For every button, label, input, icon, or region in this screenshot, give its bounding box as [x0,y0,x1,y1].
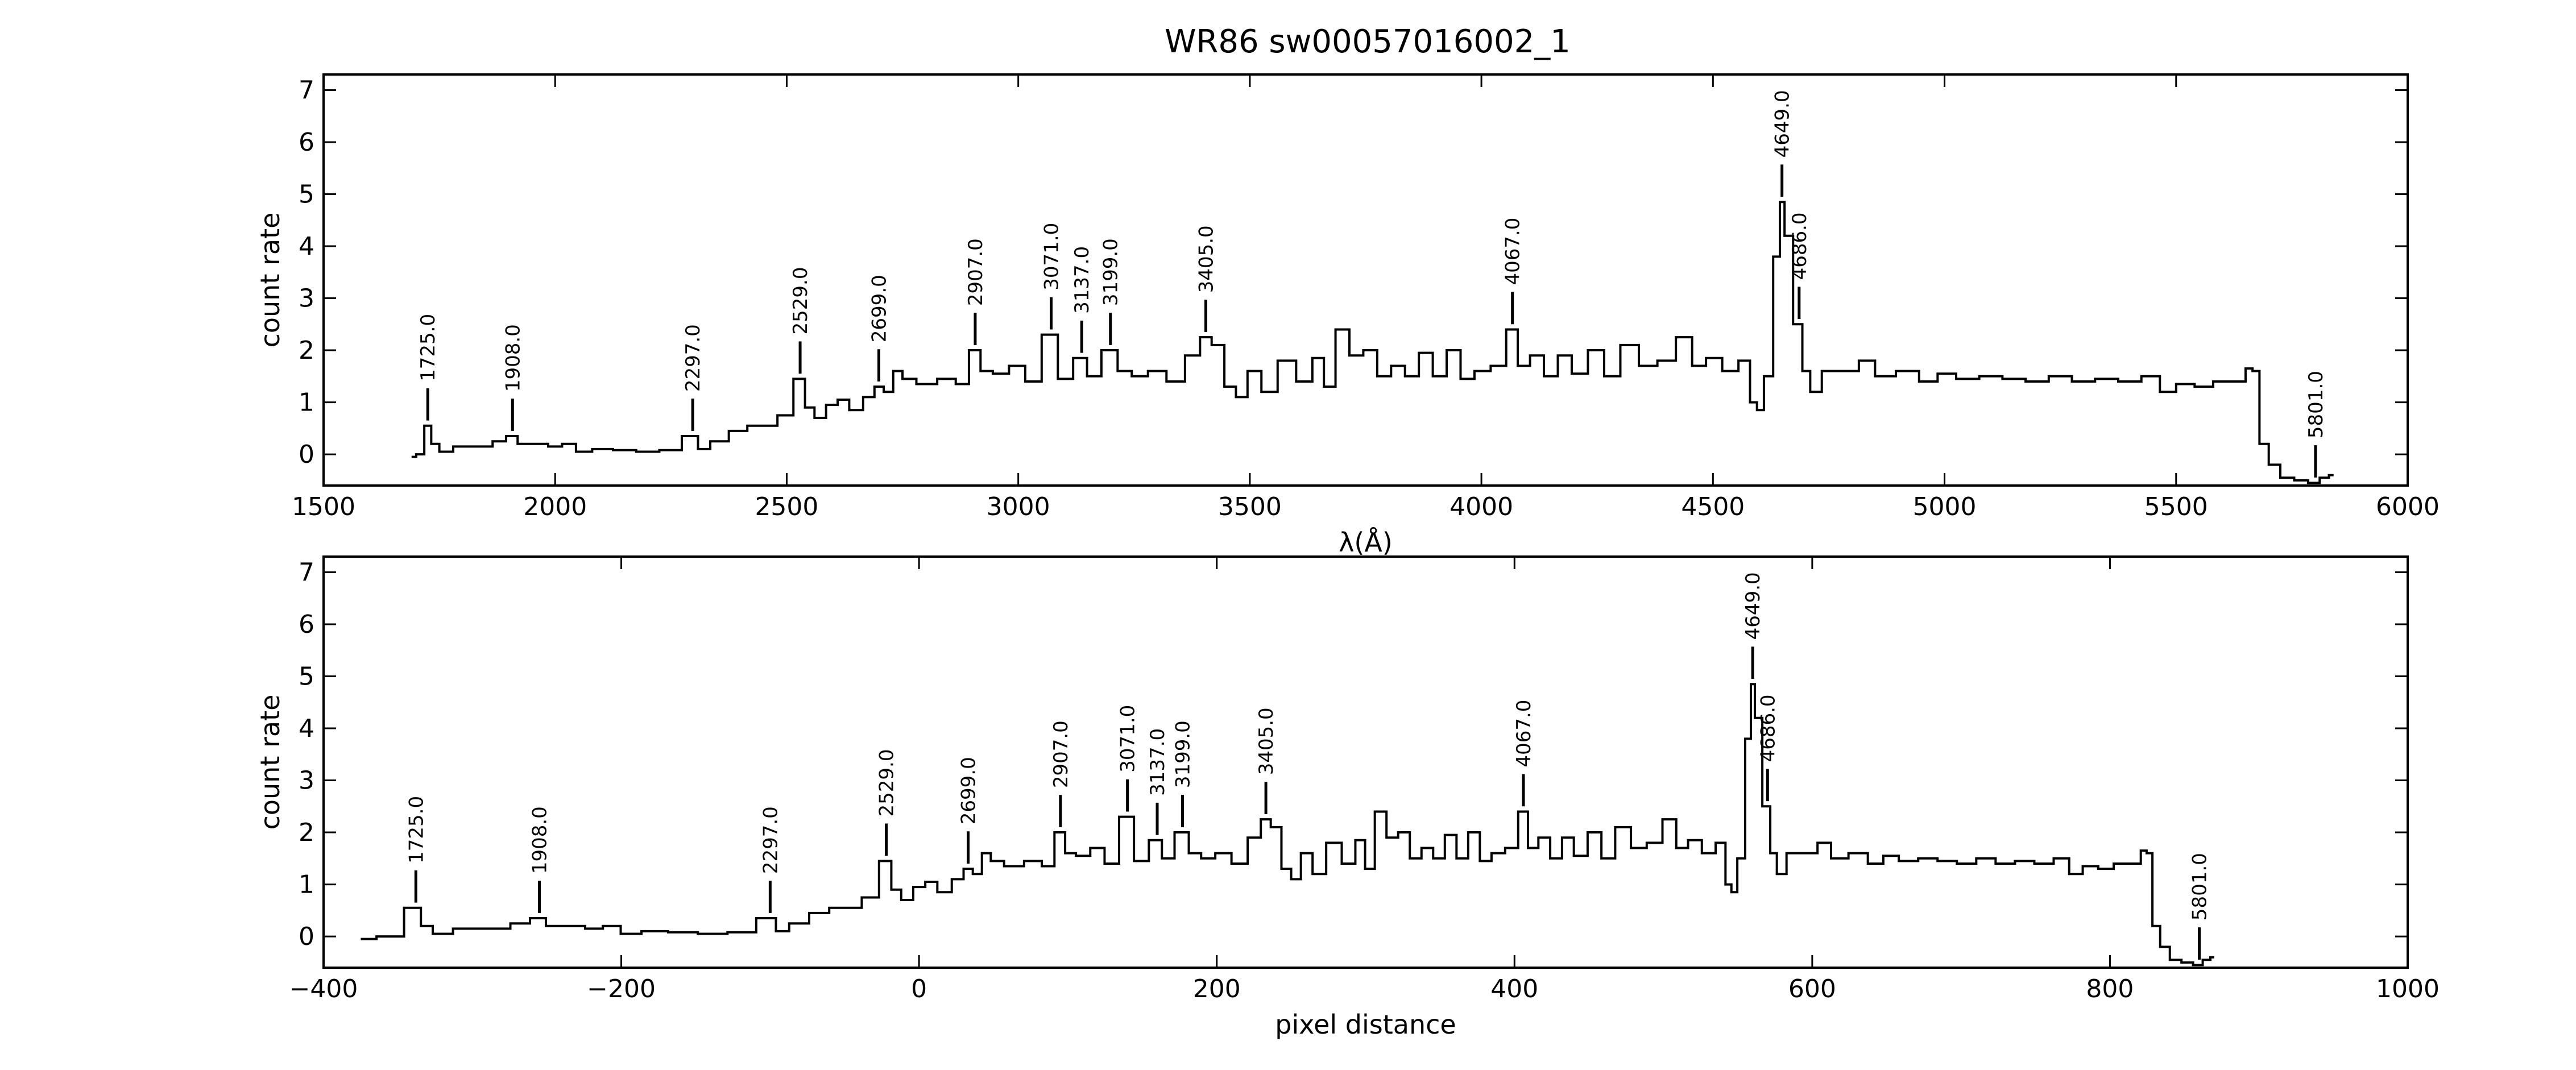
line-label: 4686.0 [1757,694,1779,762]
line-label: 3405.0 [1195,225,1218,293]
chart-title: WR86 sw00057016002_1 [1165,23,1571,60]
x-tick-label: −400 [289,974,358,1003]
y-tick-label: 4 [299,714,314,743]
spectrum-line [411,201,2334,484]
line-label: 2699.0 [958,757,980,824]
x-tick-label: 3000 [987,492,1050,521]
line-label: 4067.0 [1502,218,1525,285]
y-tick-label: 4 [299,232,314,261]
x-tick-label: 5500 [2144,492,2208,521]
axes-frame [322,555,2409,969]
line-label: 3071.0 [1117,705,1140,773]
line-label: 3405.0 [1255,707,1278,775]
y-tick-label: 0 [299,440,314,469]
y-tick-label: 1 [299,870,314,899]
x-tick-label: 600 [1788,974,1836,1003]
x-tick-label: 800 [2086,974,2134,1003]
y-tick-label: 6 [299,610,314,639]
line-label: 1908.0 [502,324,524,392]
line-label: 3137.0 [1071,246,1094,314]
line-label: 3199.0 [1172,720,1195,788]
line-label: 2529.0 [789,267,812,335]
x-tick-label: 4500 [1681,492,1745,521]
y-tick-label: 7 [299,76,314,105]
x-tick-label: −200 [587,974,656,1003]
line-label: 3071.0 [1040,223,1063,291]
x-tick-label: 2000 [523,492,587,521]
line-label: 1725.0 [405,796,428,864]
line-label: 2907.0 [1050,720,1072,788]
x-tick-label: 5000 [1913,492,1977,521]
line-label: 3137.0 [1146,728,1169,796]
spectrum-line [361,683,2214,967]
x-tick-label: 0 [911,974,927,1003]
x-tick-label: 400 [1490,974,1538,1003]
x-tick-label: 1500 [292,492,355,521]
line-label: 4649.0 [1742,572,1765,640]
x-tick-label: 6000 [2376,492,2440,521]
x-tick-label: 200 [1193,974,1241,1003]
line-label: 5801.0 [2189,853,2211,920]
x-axis-label: λ(Å) [1339,527,1393,558]
x-tick-label: 1000 [2376,974,2440,1003]
y-tick-label: 7 [299,558,314,587]
line-label: 2297.0 [682,324,705,392]
y-axis-label: count rate [255,695,285,830]
line-label: 4649.0 [1771,90,1794,157]
axes-frame [322,73,2409,487]
line-label: 3199.0 [1100,238,1123,306]
line-label: 2907.0 [964,238,987,306]
line-label: 2529.0 [876,749,898,817]
line-label: 4686.0 [1788,212,1811,280]
line-label: 2297.0 [759,806,782,874]
y-tick-label: 6 [299,128,314,157]
y-tick-label: 2 [299,818,314,847]
y-tick-label: 5 [299,662,314,691]
line-label: 1908.0 [529,806,552,874]
x-tick-label: 2500 [755,492,818,521]
x-axis-label: pixel distance [1275,1009,1456,1040]
y-tick-label: 3 [299,766,314,795]
line-label: 5801.0 [2305,371,2327,438]
y-tick-label: 5 [299,180,314,209]
y-tick-label: 2 [299,336,314,365]
line-label: 1725.0 [417,314,440,381]
x-tick-label: 4000 [1449,492,1513,521]
y-axis-label: count rate [255,213,285,348]
line-label: 2699.0 [868,275,891,342]
y-tick-label: 3 [299,284,314,313]
x-tick-label: 3500 [1218,492,1282,521]
y-tick-label: 1 [299,388,314,417]
line-label: 4067.0 [1513,700,1535,768]
y-tick-label: 0 [299,922,314,951]
